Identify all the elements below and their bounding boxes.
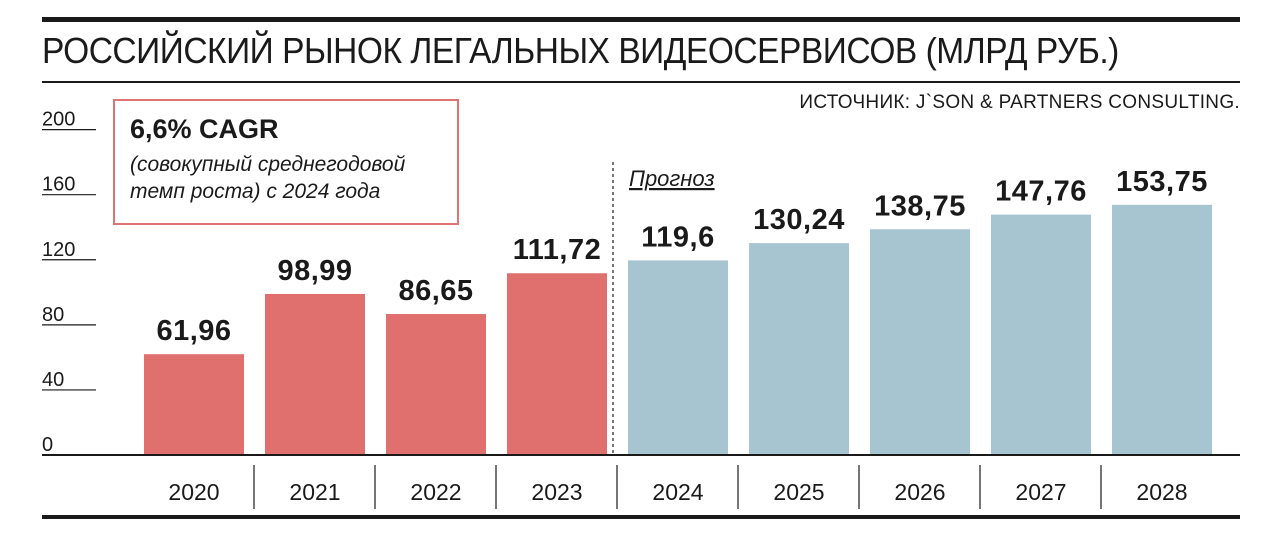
bars-group: 61,96 98,99 86,65 111,72 119,6 130,24 138,75 14… xyxy=(144,162,1212,455)
bar-2027 xyxy=(991,214,1091,455)
y-tick-label: 40 xyxy=(42,369,64,391)
value-label-2028: 153,75 xyxy=(1116,166,1208,198)
value-label-2022: 86,65 xyxy=(398,275,473,307)
bar-2025 xyxy=(749,243,849,455)
bar-2023 xyxy=(507,273,607,455)
category-label-2022: 2022 xyxy=(410,479,461,505)
category-label-2025: 2025 xyxy=(773,479,824,505)
bar-2026 xyxy=(870,229,970,455)
category-label-2028: 2028 xyxy=(1136,479,1187,505)
cagr-headline: 6,6% CAGR xyxy=(130,114,279,144)
bar-2028 xyxy=(1112,204,1212,455)
value-label-2020: 61,96 xyxy=(156,315,231,347)
y-tick-label: 200 xyxy=(42,109,75,131)
bottom-rule xyxy=(42,515,1240,519)
value-label-2021: 98,99 xyxy=(277,255,352,287)
value-label-2024: 119,6 xyxy=(641,221,714,253)
source-note: ИСТОЧНИК: J`SON & PARTNERS CONSULTING. xyxy=(799,92,1240,113)
value-label-2027: 147,76 xyxy=(995,176,1087,208)
title-rule xyxy=(42,81,1240,83)
forecast-label: Прогноз xyxy=(629,166,715,191)
category-label-2023: 2023 xyxy=(531,479,582,505)
x-axis: 2020 2021 2022 2023 2024 2025 2026 2027 2028 xyxy=(42,454,1240,509)
cagr-description-line2: темп роста) с 2024 года xyxy=(130,180,381,203)
y-tick-label: 120 xyxy=(42,239,75,261)
category-label-2027: 2027 xyxy=(1015,479,1066,505)
category-label-2024: 2024 xyxy=(652,479,703,505)
category-label-2026: 2026 xyxy=(894,479,945,505)
cagr-description: (совокупный среднегодовой темп роста) с … xyxy=(130,151,405,205)
y-axis: 0 40 80 120 160 200 xyxy=(42,109,96,456)
bar-2020 xyxy=(144,354,244,455)
bar-2021 xyxy=(265,293,365,455)
value-label-2025: 130,24 xyxy=(753,204,845,236)
top-rule xyxy=(42,17,1240,22)
value-label-2023: 111,72 xyxy=(513,234,602,266)
y-tick-label: 0 xyxy=(42,434,53,456)
bar-2024 xyxy=(628,260,728,455)
y-tick-label: 80 xyxy=(42,304,64,326)
cagr-annotation-box: 6,6% CAGR (совокупный среднегодовой темп… xyxy=(113,99,459,225)
category-label-2020: 2020 xyxy=(168,479,219,505)
category-label-2021: 2021 xyxy=(289,479,340,505)
chart-title: РОССИЙСКИЙ РЫНОК ЛЕГАЛЬНЫХ ВИДЕОСЕРВИСОВ… xyxy=(42,30,1119,71)
value-label-2026: 138,75 xyxy=(874,190,966,222)
cagr-description-line1: (совокупный среднегодовой xyxy=(130,153,406,176)
y-tick-label: 160 xyxy=(42,174,75,196)
bar-2022 xyxy=(386,314,486,455)
